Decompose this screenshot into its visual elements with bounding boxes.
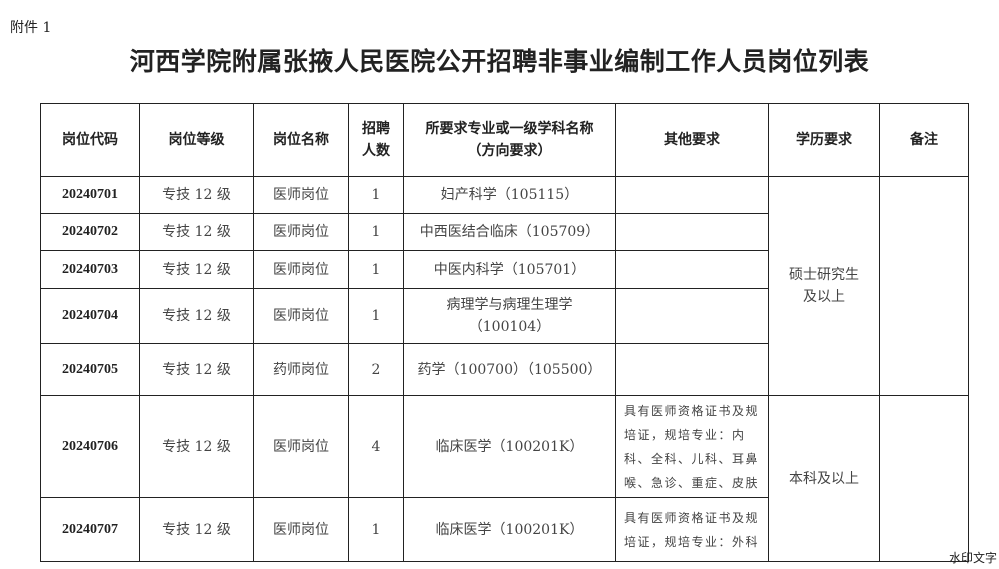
cell-major: 中医内科学（105701） <box>403 250 616 289</box>
cell-education: 硕士研究生及以上 <box>768 176 880 396</box>
cell-name: 医师岗位 <box>253 213 349 251</box>
cell-major-line2: （100104） <box>468 319 551 335</box>
cell-major-line1: 病理学与病理生理学 <box>446 297 573 313</box>
cell-major: 中西医结合临床（105709） <box>403 213 616 251</box>
header-notes: 备注 <box>879 103 969 177</box>
watermark-text: 水印文字 <box>949 551 998 565</box>
table-row: 20240704 专技 12 级 医师岗位 1 病理学与病理生理学 （100104… <box>40 288 969 344</box>
attachment-label: 附件 1 <box>10 20 52 36</box>
cell-name: 医师岗位 <box>253 497 349 562</box>
cell-code: 20240701 <box>40 176 140 214</box>
table-row: 20240707 专技 12 级 医师岗位 1 临床医学（100201K） 具有… <box>40 497 969 562</box>
cell-code: 20240702 <box>40 213 140 251</box>
cell-major: 临床医学（100201K） <box>403 497 616 562</box>
cell-major: 药学（100700）（105500） <box>403 343 616 396</box>
cell-count: 1 <box>348 176 404 214</box>
cell-name: 医师岗位 <box>253 288 349 344</box>
cell-other <box>615 343 769 396</box>
header-count: 招聘 人数 <box>348 103 404 177</box>
cell-count: 1 <box>348 250 404 289</box>
cell-major: 妇产科学（105115） <box>403 176 616 214</box>
table-row: 20240703 专技 12 级 医师岗位 1 中医内科学（105701） <box>40 250 969 289</box>
cell-code: 20240704 <box>40 288 140 344</box>
cell-code: 20240703 <box>40 250 140 289</box>
cell-other <box>615 176 769 214</box>
positions-table: 岗位代码 岗位等级 岗位名称 招聘人数 所要求专业或一级学科名称 （方向要求） 其… <box>40 103 969 562</box>
page-title: 河西学院附属张掖人民医院公开招聘非事业编制工作人员岗位列表 <box>129 47 870 76</box>
header-name: 岗位名称 <box>253 103 349 177</box>
cell-code: 20240707 <box>40 497 140 562</box>
cell-other <box>615 250 769 289</box>
cell-code: 20240705 <box>40 343 140 396</box>
table-row: 20240701 专技 12 级 医师岗位 1 妇产科学（105115） 硕士研… <box>40 176 969 396</box>
cell-level: 专技 12 级 <box>139 288 254 344</box>
cell-code: 20240706 <box>40 395 140 498</box>
header-major-line2: （方向要求） <box>467 143 552 159</box>
cell-other <box>615 288 769 344</box>
header-education: 学历要求 <box>768 103 880 177</box>
cell-name: 医师岗位 <box>253 176 349 214</box>
cell-other <box>615 213 769 251</box>
cell-count: 4 <box>348 395 404 498</box>
cell-name: 药师岗位 <box>253 343 349 396</box>
cell-major: 临床医学（100201K） <box>403 395 616 498</box>
cell-level: 专技 12 级 <box>139 176 254 214</box>
header-major: 所要求专业或一级学科名称 （方向要求） <box>403 103 616 177</box>
cell-count: 1 <box>348 213 404 251</box>
header-major-line1: 所要求专业或一级学科名称 <box>425 121 594 137</box>
cell-name: 医师岗位 <box>253 395 349 498</box>
cell-level: 专技 12 级 <box>139 213 254 251</box>
cell-other: 具有医师资格证书及规培证，规培专业：内科、全科、儿科、耳鼻喉、急诊、重症、皮肤 <box>615 395 769 498</box>
cell-level: 专技 12 级 <box>139 343 254 396</box>
cell-name: 医师岗位 <box>253 250 349 289</box>
cell-notes <box>879 176 969 396</box>
cell-count: 2 <box>348 343 404 396</box>
cell-level: 专技 12 级 <box>139 395 254 498</box>
cell-count: 1 <box>348 288 404 344</box>
header-level: 岗位等级 <box>139 103 254 177</box>
cell-major: 病理学与病理生理学 （100104） <box>403 288 616 344</box>
cell-education: 本科及以上 <box>768 395 880 562</box>
cell-notes <box>879 395 969 562</box>
table-header-row: 岗位代码 岗位等级 岗位名称 招聘人数 所要求专业或一级学科名称 （方向要求） 其… <box>40 103 969 177</box>
header-count-line2: 人数 <box>362 143 390 159</box>
cell-other: 具有医师资格证书及规培证，规培专业：外科 <box>615 497 769 562</box>
table-row: 20240702 专技 12 级 医师岗位 1 中西医结合临床（105709） <box>40 213 969 251</box>
cell-count: 1 <box>348 497 404 562</box>
header-count-line1: 招聘 <box>362 121 390 137</box>
header-other: 其他要求 <box>615 103 769 177</box>
header-code: 岗位代码 <box>40 103 140 177</box>
cell-level: 专技 12 级 <box>139 250 254 289</box>
table-row: 20240706 专技 12 级 医师岗位 4 临床医学（100201K） 具有… <box>40 395 969 562</box>
cell-level: 专技 12 级 <box>139 497 254 562</box>
